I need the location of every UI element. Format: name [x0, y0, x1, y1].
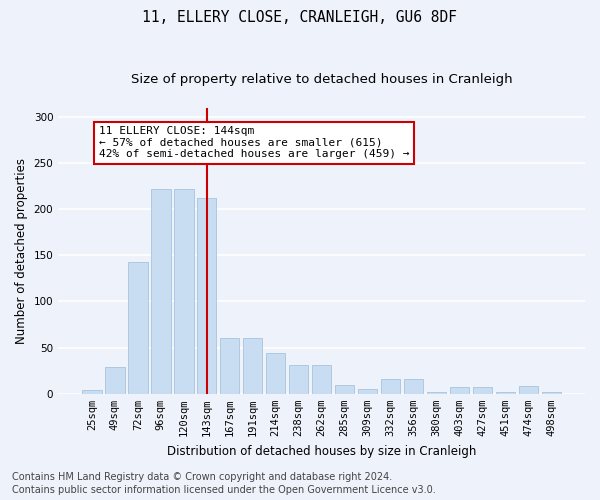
Text: 11 ELLERY CLOSE: 144sqm
← 57% of detached houses are smaller (615)
42% of semi-d: 11 ELLERY CLOSE: 144sqm ← 57% of detache…	[99, 126, 409, 159]
Bar	[151, 189, 170, 394]
Bar	[449, 388, 469, 394]
Text: 11, ELLERY CLOSE, CRANLEIGH, GU6 8DF: 11, ELLERY CLOSE, CRANLEIGH, GU6 8DF	[143, 10, 458, 25]
Bar	[220, 338, 239, 394]
Bar	[105, 367, 125, 394]
X-axis label: Distribution of detached houses by size in Cranleigh: Distribution of detached houses by size …	[167, 444, 476, 458]
Bar	[289, 365, 308, 394]
Bar	[404, 379, 423, 394]
Bar	[335, 384, 355, 394]
Bar	[518, 386, 538, 394]
Bar	[82, 390, 101, 394]
Text: Contains HM Land Registry data © Crown copyright and database right 2024.
Contai: Contains HM Land Registry data © Crown c…	[12, 472, 436, 495]
Bar	[381, 379, 400, 394]
Bar	[358, 389, 377, 394]
Bar	[427, 392, 446, 394]
Bar	[174, 189, 194, 394]
Bar	[312, 365, 331, 394]
Bar	[243, 338, 262, 394]
Bar	[266, 353, 286, 394]
Bar	[496, 392, 515, 394]
Bar	[542, 392, 561, 394]
Title: Size of property relative to detached houses in Cranleigh: Size of property relative to detached ho…	[131, 72, 512, 86]
Bar	[128, 262, 148, 394]
Y-axis label: Number of detached properties: Number of detached properties	[15, 158, 28, 344]
Bar	[473, 388, 492, 394]
Bar	[197, 198, 217, 394]
